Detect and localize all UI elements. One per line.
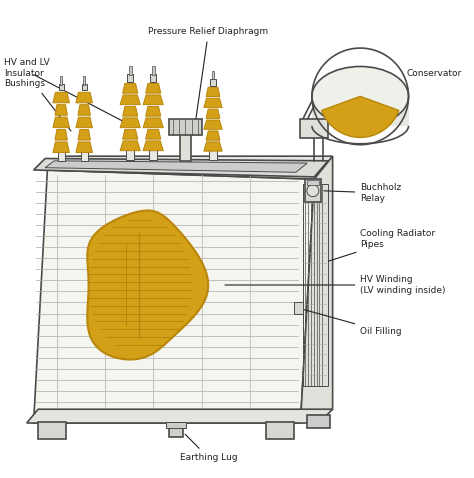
Polygon shape — [301, 156, 333, 423]
Polygon shape — [204, 98, 222, 108]
Polygon shape — [76, 92, 92, 103]
Polygon shape — [146, 107, 161, 116]
Polygon shape — [146, 83, 161, 93]
Polygon shape — [78, 105, 91, 115]
Circle shape — [307, 185, 319, 196]
Bar — [166, 422, 186, 428]
Polygon shape — [120, 95, 140, 105]
Polygon shape — [206, 87, 220, 97]
Polygon shape — [78, 130, 91, 140]
Polygon shape — [53, 92, 70, 103]
Polygon shape — [204, 120, 222, 129]
Polygon shape — [123, 83, 138, 93]
Polygon shape — [76, 142, 92, 152]
Text: HV and LV
Insulator
Bushings: HV and LV Insulator Bushings — [4, 58, 71, 131]
Polygon shape — [34, 170, 314, 423]
Polygon shape — [206, 131, 220, 140]
Polygon shape — [206, 109, 220, 119]
Bar — [307, 180, 319, 185]
Polygon shape — [123, 107, 138, 116]
Bar — [126, 149, 134, 160]
Bar — [128, 66, 132, 75]
Text: Cooling Radiator
Pipes: Cooling Radiator Pipes — [328, 229, 435, 261]
Bar — [210, 78, 216, 86]
Polygon shape — [143, 118, 164, 128]
Bar — [58, 151, 64, 161]
Bar — [152, 66, 155, 75]
Wedge shape — [322, 97, 399, 138]
Bar — [149, 149, 157, 160]
Polygon shape — [53, 142, 70, 152]
Text: Buchholz
Relay: Buchholz Relay — [324, 183, 401, 203]
Polygon shape — [143, 95, 164, 105]
Polygon shape — [27, 409, 333, 423]
Bar — [303, 184, 328, 386]
Bar — [38, 422, 66, 439]
Bar — [59, 84, 64, 90]
Bar — [83, 76, 85, 85]
Polygon shape — [146, 130, 161, 139]
Polygon shape — [87, 210, 208, 359]
Polygon shape — [76, 117, 92, 128]
Text: Pressure Relief Diaphragm: Pressure Relief Diaphragm — [148, 27, 268, 125]
Text: HV Winding
(LV winding inside): HV Winding (LV winding inside) — [225, 275, 446, 295]
Bar — [81, 151, 88, 161]
Polygon shape — [312, 97, 409, 126]
Polygon shape — [123, 130, 138, 139]
Polygon shape — [45, 161, 307, 172]
Bar — [150, 74, 156, 82]
Bar — [127, 74, 133, 82]
Polygon shape — [55, 105, 67, 115]
Polygon shape — [143, 141, 164, 151]
Polygon shape — [53, 117, 70, 128]
Polygon shape — [120, 141, 140, 151]
Bar — [294, 303, 303, 314]
Bar — [82, 84, 87, 90]
Polygon shape — [120, 118, 140, 128]
Polygon shape — [34, 159, 328, 177]
Ellipse shape — [312, 66, 409, 126]
Bar — [60, 76, 63, 85]
Bar — [210, 150, 217, 160]
Bar — [169, 424, 183, 437]
Bar — [180, 133, 191, 161]
Bar — [211, 71, 214, 79]
Bar — [301, 120, 328, 138]
Bar — [169, 120, 201, 135]
Polygon shape — [47, 156, 333, 179]
Bar — [305, 179, 321, 202]
Polygon shape — [204, 142, 222, 151]
Bar — [266, 422, 293, 439]
Polygon shape — [55, 130, 67, 140]
Bar — [307, 415, 330, 428]
Text: Earthing Lug: Earthing Lug — [180, 434, 237, 462]
Text: Oil Filling: Oil Filling — [301, 309, 402, 336]
Text: Conservator: Conservator — [387, 69, 462, 82]
